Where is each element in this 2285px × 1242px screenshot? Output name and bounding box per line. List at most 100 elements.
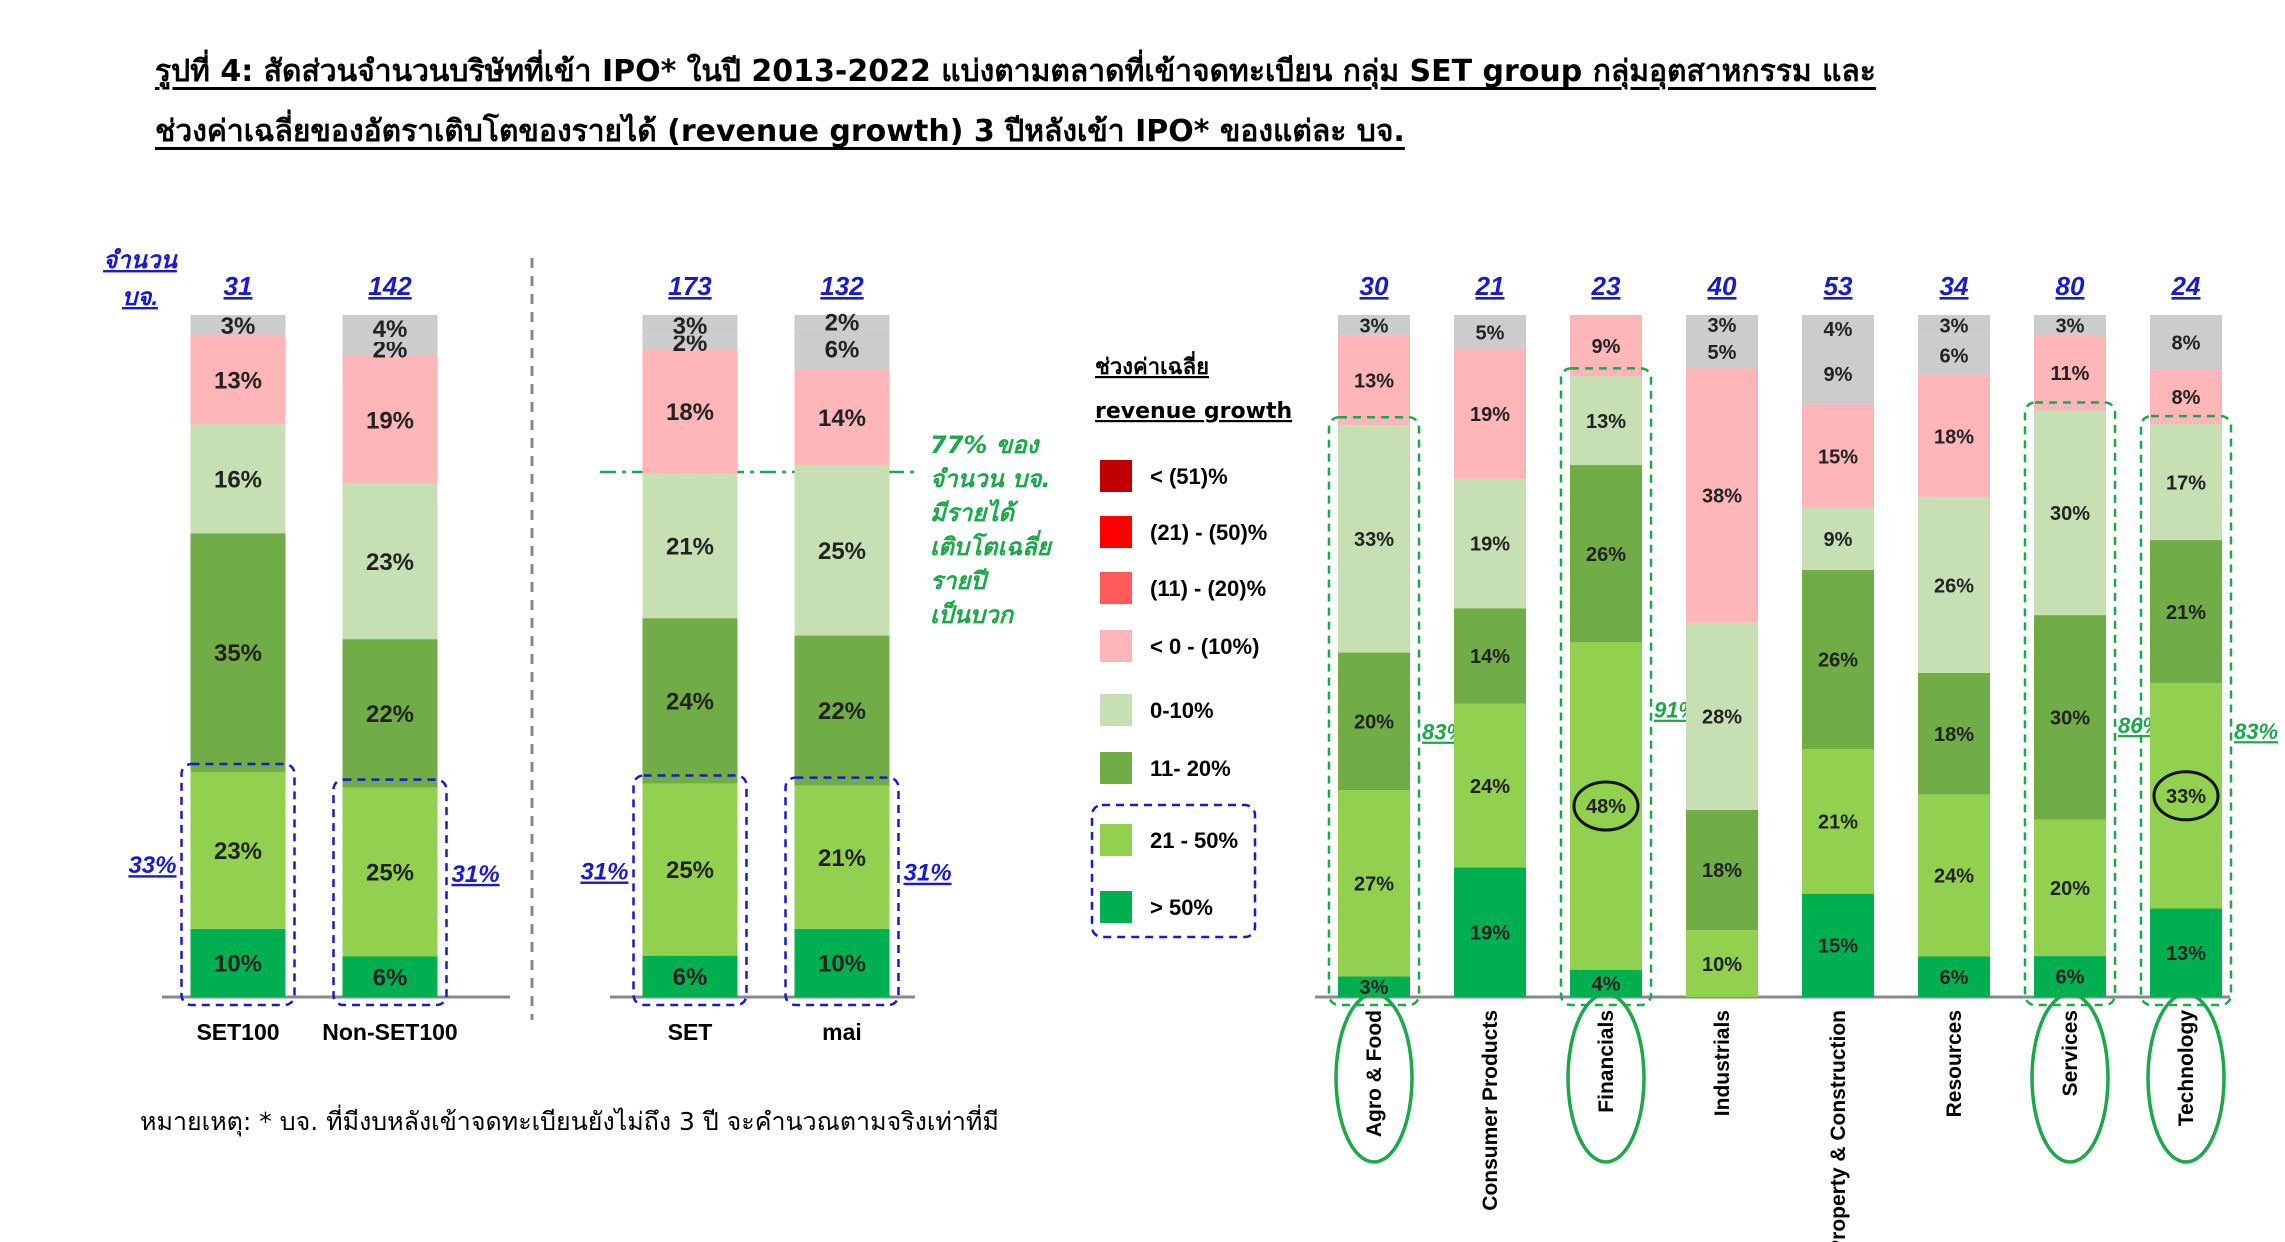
data-label-non-set100-11-20: 22% (366, 701, 414, 728)
segment-non-set100-11-20 (342, 342, 438, 356)
count-axis-label-line1: จำนวน (103, 247, 178, 274)
data-label-technology-0-10: 8% (2172, 387, 2201, 409)
highlight-circle-technology (2152, 770, 2220, 822)
annotation-77-line5: รายปี (930, 567, 989, 595)
data-label-financials-0-10: 9% (1592, 336, 1621, 358)
legend-swatch-50 (1100, 891, 1132, 923)
data-label-consumer-products-11-20: 14% (1470, 646, 1510, 668)
legend-swatch-0-10 (1100, 630, 1132, 662)
data-label-consumer-products-50: 19% (1470, 922, 1510, 944)
count-label-mai: 132 (820, 271, 864, 301)
segment-set-11-20 (642, 618, 738, 784)
group-box-agro-food (1327, 415, 1421, 1007)
category-label-technology: Technology (2175, 1010, 2198, 1127)
data-label-financials-11-20: 26% (1586, 544, 1626, 566)
segment-property-construction-11-20 (1802, 342, 1874, 405)
segment-set-21-50 (642, 783, 738, 956)
category-label-agro-food: Agro & Food (1363, 1010, 1386, 1137)
legend-swatch-11-20 (1100, 752, 1132, 784)
segment-services-11-20 (2034, 615, 2106, 820)
bar-financials: 4% 48% 26% 13% 9% (1570, 315, 1642, 997)
category-label-set: SET (668, 1019, 713, 1045)
data-label-industrials-11-20: 5% (1708, 342, 1737, 364)
title-line-1: รูปที่ 4: สัดส่วนจำนวนบริษัทที่เข้า IPO*… (155, 54, 1876, 89)
category-label-industrials: Industrials (1711, 1010, 1734, 1116)
annotation-77-line6: เป็นบวก (930, 600, 1015, 629)
segment-resources-50 (1918, 956, 1990, 997)
segment-set-11-20 (642, 335, 738, 350)
data-label-set100-21-50: 3% (221, 313, 256, 340)
bar-set: 6%25%24%21%18%2%3% (642, 313, 738, 997)
segment-consumer-products-50 (1454, 867, 1526, 997)
data-label-set100-0-10: 13% (214, 367, 262, 394)
data-label-property-construction-21-50: 4% (1824, 319, 1853, 341)
segment-financials-0-10 (1570, 315, 1642, 377)
data-label-financials-50: 4% (1592, 974, 1621, 996)
segment-property-construction-21-50 (1802, 749, 1874, 894)
segment-property-construction-0-10 (1802, 404, 1874, 508)
segment-set-0-10 (642, 473, 738, 619)
count-label-set100: 31 (224, 271, 253, 301)
data-label-industrials-21-50: 10% (1702, 954, 1742, 976)
legend-label-0-10: 0-10% (1150, 698, 1214, 723)
data-label-resources-11-20: 6% (1940, 346, 1969, 368)
group-box-set (632, 774, 748, 1007)
segment-resources-11-20 (1918, 335, 1990, 376)
data-label-resources-0-10: 18% (1934, 427, 1974, 449)
data-label-industrials-0-10: 28% (1702, 706, 1742, 728)
data-label-resources-11-20: 18% (1934, 724, 1974, 746)
count-label-technology: 24 (2171, 271, 2201, 301)
group-label-set: 31% (580, 859, 628, 886)
data-label-resources-0-10: 26% (1934, 575, 1974, 597)
legend-label-11-20: 11- 20% (1150, 756, 1231, 781)
group-label-set100: 33% (128, 852, 176, 879)
data-label-services-21-50: 20% (2050, 878, 2090, 900)
segment-non-set100-0-10 (342, 355, 438, 484)
bar-property-construction: 15% 21% 26% 9% 15% 9% 4% (1802, 315, 1874, 997)
data-label-consumer-products-0-10: 19% (1470, 404, 1510, 426)
count-label-non-set100: 142 (368, 271, 412, 301)
segment-mai-0-10 (794, 369, 890, 466)
data-label-agro-food-0-10: 13% (1354, 371, 1394, 393)
segment-agro-food-11-20 (1338, 652, 1410, 791)
data-label-non-set100-21-50: 25% (366, 860, 414, 887)
annotation-77-line2: จำนวน บจ. (930, 465, 1051, 493)
category-circle-financials (1566, 992, 1646, 1164)
bar-consumer-products: 19% 24% 14% 19% 19% 5% (1454, 315, 1526, 997)
group-label-technology: 83% (2234, 719, 2278, 744)
data-label-resources-50: 6% (1940, 967, 1969, 989)
data-label-agro-food-50: 3% (1360, 977, 1389, 999)
group-box-financials (1559, 367, 1653, 1007)
data-label-property-construction-50: 15% (1818, 936, 1858, 958)
segment-non-set100-11-20 (342, 639, 438, 788)
data-label-agro-food-21-50: 3% (1360, 316, 1389, 338)
segment-resources-0-10 (1918, 375, 1990, 498)
segment-non-set100-21-50 (342, 315, 438, 343)
data-label-mai-11-20: 22% (818, 698, 866, 725)
data-label-non-set100-0-10: 23% (366, 549, 414, 576)
segment-financials-21-50 (1570, 642, 1642, 970)
segment-agro-food-21-50 (1338, 790, 1410, 977)
annotation-77-percent: 77% ของ จำนวน บจ. มีรายได้ เติบโตเฉลี่ย … (930, 431, 1053, 629)
data-label-services-0-10: 30% (2050, 503, 2090, 525)
segment-services-0-10 (2034, 335, 2106, 411)
data-label-services-21-50: 3% (2056, 315, 2085, 337)
count-label-consumer-products: 21 (1475, 271, 1505, 301)
group-box-non-set100 (332, 778, 448, 1007)
group-box-technology (2139, 414, 2233, 1007)
data-label-resources-21-50: 3% (1940, 315, 1969, 337)
category-circle-agro-food (1334, 992, 1414, 1164)
data-label-set-0-10: 21% (666, 533, 714, 560)
data-label-consumer-products-0-10: 19% (1470, 534, 1510, 556)
category-label-mai: mai (822, 1019, 862, 1045)
data-label-industrials-21-50: 3% (1708, 315, 1737, 337)
legend-swatch-21-50 (1100, 516, 1132, 548)
data-label-set-0-10: 18% (666, 399, 714, 426)
segment-set-0-10 (642, 349, 738, 474)
data-label-non-set100-0-10: 19% (366, 407, 414, 434)
segment-technology-11-20 (2150, 540, 2222, 684)
legend-title-line1: ช่วงค่าเฉลี่ย (1095, 350, 1209, 380)
data-label-services-11-20: 30% (2050, 708, 2090, 730)
data-label-financials-21-50: 48% (1586, 796, 1626, 818)
